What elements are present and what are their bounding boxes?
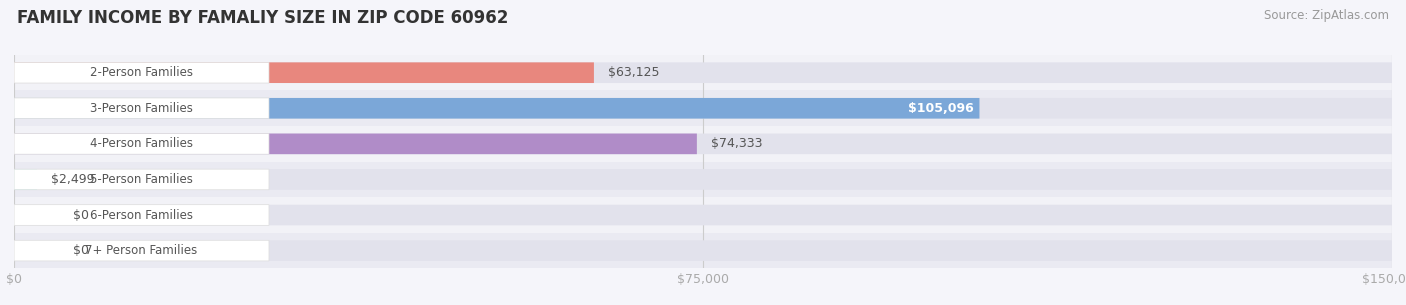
FancyBboxPatch shape: [14, 63, 593, 83]
FancyBboxPatch shape: [14, 233, 1392, 268]
FancyBboxPatch shape: [14, 162, 1392, 197]
FancyBboxPatch shape: [14, 169, 37, 190]
FancyBboxPatch shape: [14, 98, 980, 119]
FancyBboxPatch shape: [14, 205, 269, 225]
Text: $63,125: $63,125: [607, 66, 659, 79]
Text: Source: ZipAtlas.com: Source: ZipAtlas.com: [1264, 9, 1389, 22]
Text: FAMILY INCOME BY FAMALIY SIZE IN ZIP CODE 60962: FAMILY INCOME BY FAMALIY SIZE IN ZIP COD…: [17, 9, 508, 27]
FancyBboxPatch shape: [14, 197, 1392, 233]
FancyBboxPatch shape: [14, 240, 1392, 261]
FancyBboxPatch shape: [14, 134, 697, 154]
FancyBboxPatch shape: [14, 98, 269, 119]
Text: $74,333: $74,333: [710, 137, 762, 150]
Text: $105,096: $105,096: [908, 102, 974, 115]
Text: 3-Person Families: 3-Person Families: [90, 102, 193, 115]
Text: 5-Person Families: 5-Person Families: [90, 173, 193, 186]
FancyBboxPatch shape: [14, 134, 1392, 154]
Text: 7+ Person Families: 7+ Person Families: [86, 244, 198, 257]
FancyBboxPatch shape: [14, 91, 1392, 126]
FancyBboxPatch shape: [14, 240, 269, 261]
Text: 2-Person Families: 2-Person Families: [90, 66, 193, 79]
Text: 4-Person Families: 4-Person Families: [90, 137, 193, 150]
Text: $0: $0: [73, 209, 90, 221]
Text: $2,499: $2,499: [51, 173, 94, 186]
FancyBboxPatch shape: [14, 63, 269, 83]
FancyBboxPatch shape: [14, 126, 1392, 162]
FancyBboxPatch shape: [14, 169, 269, 190]
FancyBboxPatch shape: [14, 169, 1392, 190]
FancyBboxPatch shape: [14, 205, 1392, 225]
FancyBboxPatch shape: [14, 55, 1392, 91]
Text: 6-Person Families: 6-Person Families: [90, 209, 193, 221]
Text: $0: $0: [73, 244, 90, 257]
FancyBboxPatch shape: [14, 134, 269, 154]
FancyBboxPatch shape: [14, 98, 1392, 119]
FancyBboxPatch shape: [14, 63, 1392, 83]
